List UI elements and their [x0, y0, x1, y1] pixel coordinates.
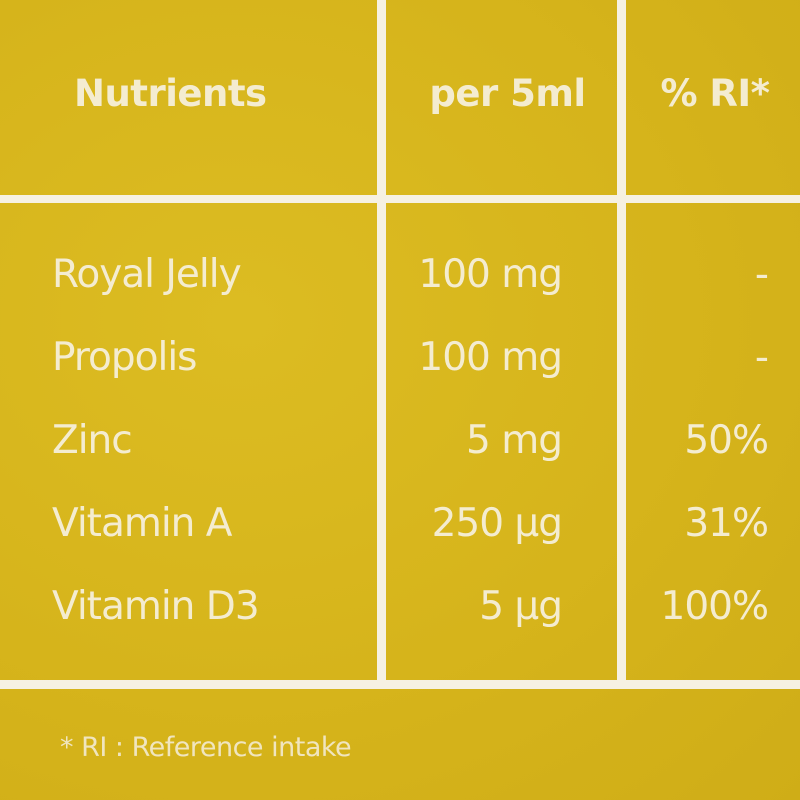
table-row: Zinc 5 mg 50%: [0, 406, 800, 489]
nutrient-name: Vitamin A: [52, 501, 232, 546]
table-row: Vitamin A 250 µg 31%: [0, 489, 800, 572]
nutrient-amount: 5 µg: [479, 584, 563, 629]
nutrient-name: Royal Jelly: [52, 252, 242, 297]
nutrient-amount: 100 mg: [418, 252, 563, 297]
nutrient-rows: Royal Jelly 100 mg - Propolis 100 mg - Z…: [0, 240, 800, 655]
nutrient-ri: 31%: [684, 501, 769, 546]
nutrient-amount: 100 mg: [418, 335, 563, 380]
table-row: Propolis 100 mg -: [0, 323, 800, 406]
column-divider-2: [617, 0, 626, 688]
nutrient-amount: 5 mg: [466, 418, 563, 463]
nutrient-name: Vitamin D3: [52, 584, 260, 629]
footnote-reference-intake: * RI : Reference intake: [60, 732, 352, 763]
nutrient-ri: 100%: [660, 584, 770, 629]
table-row: Vitamin D3 5 µg 100%: [0, 572, 800, 655]
header-per-5ml: per 5ml: [429, 72, 586, 115]
nutrient-ri: 50%: [684, 418, 769, 463]
table-row: Royal Jelly 100 mg -: [0, 240, 800, 323]
column-divider-1: [377, 0, 386, 688]
nutrient-ri: -: [754, 335, 769, 380]
table-bottom-divider: [0, 680, 800, 689]
header-nutrients: Nutrients: [74, 72, 267, 115]
nutrient-amount: 250 µg: [431, 501, 563, 546]
nutrient-ri: -: [754, 252, 769, 297]
header-ri: % RI*: [660, 72, 770, 115]
nutrient-name: Zinc: [52, 418, 133, 463]
header-divider: [0, 195, 800, 203]
nutrient-name: Propolis: [52, 335, 197, 380]
